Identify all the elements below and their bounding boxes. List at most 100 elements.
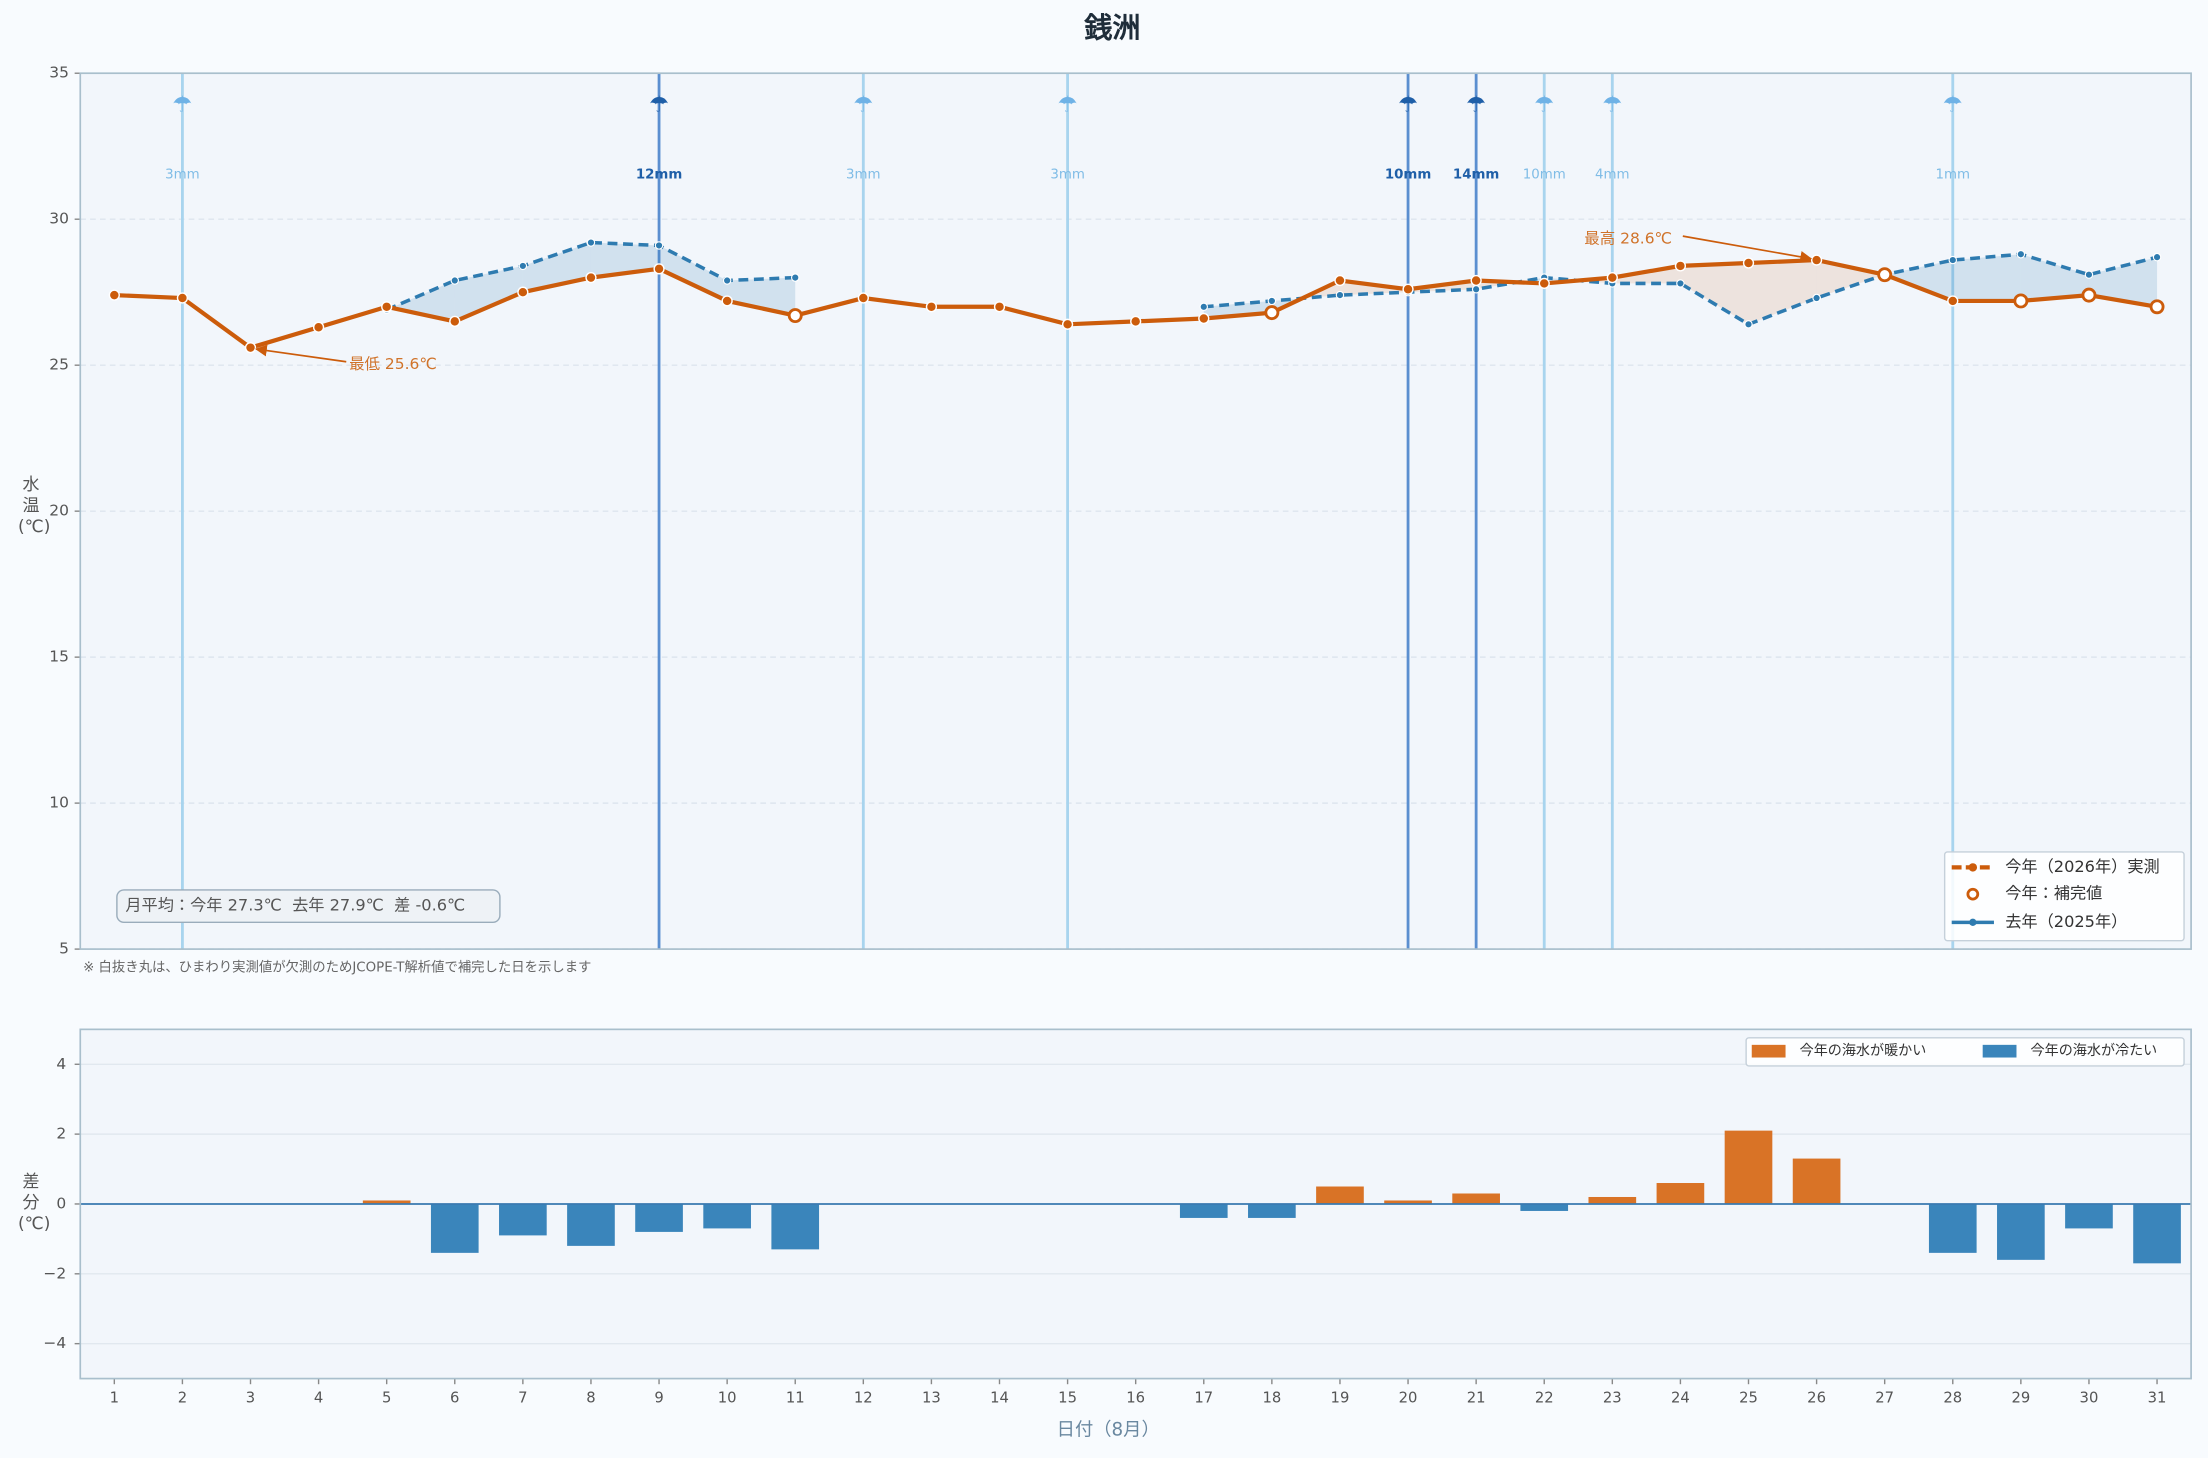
bar (1316, 1186, 1364, 1204)
last-year-point (1744, 320, 1753, 329)
this-year-point (381, 301, 393, 313)
legend-swatch (1968, 863, 1978, 872)
x-tick-label: 24 (1671, 1389, 1690, 1406)
legend-label: 今年：補完値 (2005, 884, 2102, 903)
last-year-point (1812, 293, 1821, 303)
rain-icon: ☂ (1534, 92, 1554, 118)
bar (635, 1203, 683, 1232)
bar (1724, 1130, 1773, 1204)
y-axis-label: 差分(℃) (18, 1172, 51, 1234)
this-year-point (108, 289, 120, 301)
x-tick-label: 15 (1058, 1389, 1077, 1406)
difference-area (1816, 260, 1885, 299)
difference-area (1680, 262, 1749, 325)
legend-swatch (1751, 1044, 1786, 1058)
this-year-point (1470, 274, 1482, 287)
x-tick-label: 29 (2011, 1389, 2030, 1406)
imputed-point (2013, 293, 2029, 309)
this-year-point (1130, 315, 1142, 328)
x-axis-label: 日付（8月） (1057, 1420, 1160, 1441)
x-tick-label: 16 (1126, 1389, 1145, 1406)
x-tick-label: 20 (1399, 1389, 1418, 1406)
footnote: ※ 白抜き丸は、ひまわり実測値が欠測のためJCOPE-T解析値で補完した日を示し… (83, 959, 591, 975)
legend (1745, 1037, 2185, 1067)
this-year-point (925, 301, 938, 313)
rain-icon: ☂ (1057, 92, 1077, 118)
this-year-point (517, 286, 529, 298)
x-tick-label: 27 (1875, 1389, 1894, 1406)
bar (2065, 1203, 2113, 1229)
this-year-point (1198, 312, 1210, 325)
this-year-point (993, 301, 1006, 313)
last-year-point (518, 261, 528, 271)
bar (499, 1203, 547, 1236)
bar (1384, 1200, 1432, 1204)
rain-icon: ☂ (649, 92, 669, 118)
bar (362, 1200, 411, 1204)
this-year-point (1061, 318, 1074, 330)
last-year-point (2084, 270, 2094, 279)
legend-label: 去年（2025年） (2005, 912, 2127, 931)
x-tick-label: 30 (2080, 1389, 2099, 1406)
legend-label: 今年の海水が冷たい (2031, 1043, 2158, 1059)
x-tick-label: 17 (1194, 1389, 1213, 1406)
difference-area (2088, 257, 2158, 307)
rain-label: 14mm (1453, 168, 1499, 183)
bar (1248, 1203, 1296, 1218)
x-tick-label: 9 (654, 1389, 663, 1406)
rain-label: 3mm (846, 168, 881, 183)
legend-swatch (1982, 1044, 2017, 1058)
last-year-point (1676, 279, 1685, 288)
imputed-point (1264, 305, 1280, 321)
difference-area (1748, 260, 1817, 325)
y-tick-label: 20 (49, 502, 69, 520)
this-year-point (1810, 254, 1823, 266)
rain-icon: ☂ (172, 92, 192, 118)
x-tick-label: 28 (1943, 1389, 1962, 1406)
x-tick-label: 19 (1331, 1389, 1350, 1406)
bar (1997, 1203, 2045, 1260)
annotation-arrow (1682, 235, 1813, 263)
x-tick-label: 4 (314, 1389, 323, 1406)
y-tick-label: 2 (56, 1125, 66, 1143)
rain-label: 4mm (1595, 168, 1630, 183)
bar (430, 1203, 479, 1253)
x-tick-label: 10 (718, 1389, 737, 1406)
x-tick-label: 11 (786, 1389, 805, 1406)
y-tick-label: 5 (59, 940, 69, 958)
bar (567, 1203, 615, 1246)
this-year-point (1742, 257, 1755, 269)
imputed-point (2081, 287, 2097, 303)
bar (703, 1203, 751, 1229)
bar (1588, 1196, 1637, 1204)
x-tick-label: 7 (518, 1389, 527, 1406)
x-tick-label: 5 (382, 1389, 391, 1406)
x-tick-label: 3 (246, 1389, 255, 1406)
this-year-point (1334, 274, 1346, 287)
bar (1452, 1193, 1500, 1204)
last-year-point (654, 241, 664, 250)
x-tick-label: 1 (110, 1389, 119, 1406)
x-tick-label: 23 (1603, 1389, 1622, 1406)
rain-icon: ☂ (1466, 92, 1486, 118)
y-tick-label: 0 (56, 1194, 66, 1212)
x-tick-label: 21 (1467, 1389, 1486, 1406)
last-year-point (722, 276, 732, 285)
bar (1792, 1158, 1841, 1204)
x-tick-label: 22 (1535, 1389, 1554, 1406)
last-year-point (1948, 255, 1957, 265)
plot-frame (79, 1028, 2192, 1380)
this-year-point (721, 295, 733, 307)
last-year-point (586, 238, 596, 247)
difference-area (659, 245, 728, 301)
chart-title: 銭洲 (1083, 12, 1140, 45)
this-year-point (449, 315, 461, 328)
x-tick-label: 31 (2148, 1389, 2167, 1406)
bar (771, 1203, 820, 1250)
rain-icon: ☂ (1398, 92, 1418, 118)
rain-label: 10mm (1385, 168, 1431, 183)
difference-area (1952, 254, 2021, 301)
difference-area (590, 242, 660, 278)
